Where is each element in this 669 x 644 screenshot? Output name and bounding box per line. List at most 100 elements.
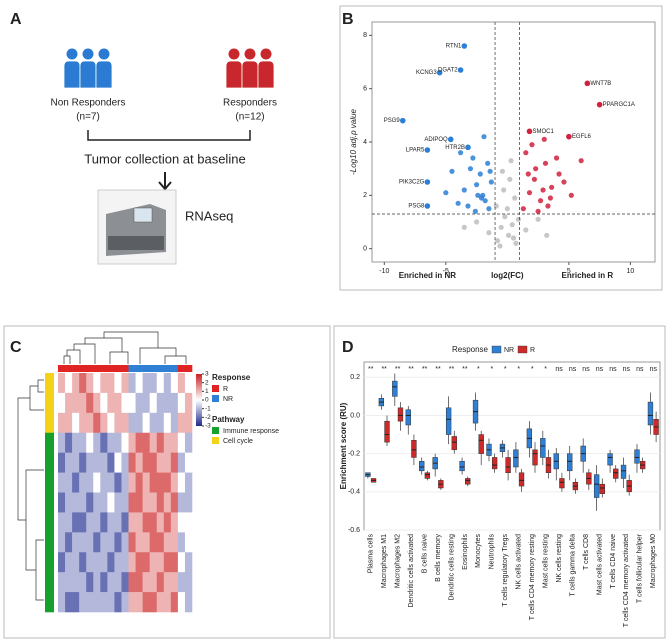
significance: ns [650, 366, 658, 373]
heatmap-cell [149, 532, 158, 553]
colorbar-label: 2 [205, 379, 209, 386]
column-annotation [79, 365, 87, 372]
heatmap-cell [121, 552, 129, 573]
heatmap-cell [58, 492, 66, 513]
box [634, 449, 640, 464]
significance: ns [609, 366, 617, 373]
gene-point [526, 128, 533, 135]
box [445, 407, 452, 435]
heatmap-cell [128, 512, 136, 533]
heatmap-cell [114, 512, 122, 533]
heatmap-cell [65, 512, 73, 533]
point [549, 184, 555, 190]
point [504, 206, 510, 212]
point [520, 206, 526, 212]
heatmap-cell [65, 412, 73, 434]
heatmap-cell [86, 432, 94, 453]
significance: ns [636, 366, 644, 373]
point [553, 155, 560, 161]
x-tick-label: T cells CD4 memory resting [529, 534, 536, 620]
heatmap-cell [170, 392, 179, 414]
point [472, 208, 478, 214]
box [607, 453, 613, 466]
heatmap-cell [184, 472, 193, 493]
heatmap-cell [149, 512, 158, 533]
point [482, 198, 488, 204]
heatmap-cell [184, 512, 193, 533]
heatmap-cell [86, 532, 94, 553]
heatmap-cell [93, 452, 101, 473]
heatmap-cell [86, 492, 94, 513]
column-annotation [93, 365, 101, 372]
column-annotation [170, 365, 179, 372]
heatmap-cell [93, 512, 101, 533]
point [485, 160, 491, 166]
heatmap-cell [121, 472, 129, 493]
gene-label: PIK3C2G [399, 180, 425, 186]
box [478, 434, 484, 454]
heatmap-cell [121, 532, 129, 553]
gene-point [461, 43, 468, 49]
heatmap-cell [107, 432, 115, 453]
y-tick-label: -0.4 [348, 489, 360, 496]
heatmap-cell [156, 492, 165, 513]
legend-label: R [223, 386, 228, 393]
legend-swatch [212, 385, 219, 392]
heatmap-cell [128, 412, 136, 434]
heatmap-cell [142, 512, 150, 533]
gene-label: EGFL6 [572, 134, 592, 140]
point [461, 187, 467, 193]
heatmap-cell [177, 412, 186, 434]
heatmap-cell [58, 472, 66, 493]
heatmap-cell [58, 552, 66, 573]
group-label: Non Responders [50, 98, 125, 109]
heatmap-cell [121, 592, 129, 613]
heatmap-cell [128, 373, 136, 394]
point [486, 230, 492, 236]
row-annotation [45, 512, 54, 533]
box [392, 380, 398, 397]
heatmap-cell [100, 512, 108, 533]
heatmap-cell [114, 592, 122, 613]
heatmap-cell [72, 572, 80, 593]
heatmap-cell [184, 552, 193, 573]
heatmap-cell [149, 392, 158, 414]
box [411, 440, 417, 458]
heatmap-cell [114, 492, 122, 513]
point [510, 235, 517, 241]
heatmap-cell [128, 392, 136, 414]
point [473, 219, 480, 225]
heatmap-cell [128, 472, 136, 493]
point [513, 240, 519, 246]
heatmap-cell [93, 432, 101, 453]
point [467, 166, 474, 172]
gene-point [424, 179, 431, 185]
heatmap-cell [184, 373, 193, 394]
significance: ** [368, 366, 374, 373]
heatmap-cell [163, 412, 172, 434]
x-tick-label: Neutrophils [489, 534, 496, 570]
heatmap-cell [156, 472, 165, 493]
panel-c-frame [3, 325, 331, 639]
box [567, 453, 573, 472]
heatmap-cell [128, 572, 136, 593]
column-annotation [149, 365, 158, 372]
heatmap-cell [142, 452, 150, 473]
heatmap-cell [184, 532, 193, 553]
column-annotation [72, 365, 80, 372]
heatmap-cell [184, 572, 193, 593]
x-tick-label: 10 [626, 268, 634, 275]
heatmap-cell [156, 392, 165, 414]
point [561, 179, 567, 185]
heatmap-cell [107, 452, 115, 473]
heatmap-cell [149, 373, 158, 394]
heatmap-cell [184, 452, 193, 473]
x-tick-label: Macrophages M1 [381, 534, 388, 588]
row-dendrogram [17, 379, 44, 601]
y-axis-title: -Log10 adj.p value [349, 109, 358, 175]
heatmap-cell [58, 373, 66, 394]
colorbar-label: -2 [205, 414, 211, 421]
point [542, 160, 549, 166]
gene-point [457, 67, 464, 73]
